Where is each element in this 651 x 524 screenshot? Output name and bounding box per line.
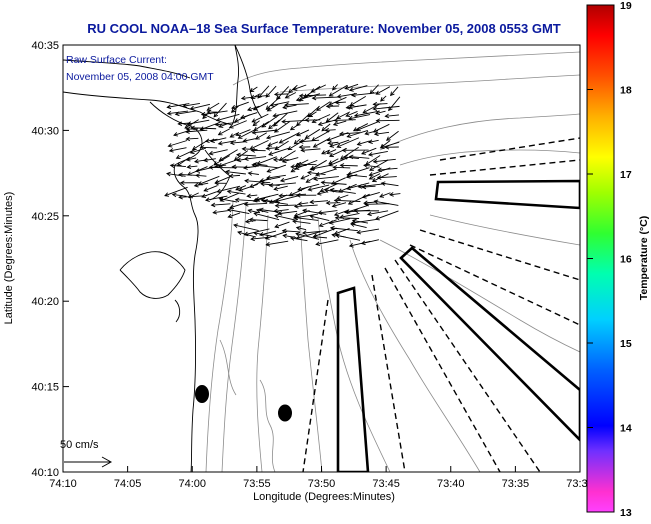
x-tick-label: 73:40 — [437, 478, 465, 490]
x-tick-label: 74:10 — [49, 478, 77, 490]
overlay-line-2: November 05, 2008 04:00 GMT — [66, 71, 214, 83]
colorbar-tick-label: 16 — [620, 254, 632, 266]
marker-dot — [195, 385, 209, 403]
scale-label: 50 cm/s — [60, 439, 99, 451]
x-tick-label: 73:55 — [243, 478, 271, 490]
y-tick-label: 40:30 — [31, 125, 59, 137]
colorbar-tick-label: 15 — [620, 338, 632, 350]
x-tick-label: 74:05 — [114, 478, 142, 490]
y-tick-label: 40:35 — [31, 40, 59, 52]
plot-area — [63, 45, 580, 472]
x-tick-label: 74:00 — [178, 478, 206, 490]
colorbar-tick-label: 19 — [620, 0, 632, 12]
x-tick-label: 73:35 — [502, 478, 530, 490]
overlay-line-1: Raw Surface Current: — [66, 54, 167, 66]
x-tick-label: 73:45 — [372, 478, 400, 490]
y-tick-label: 40:10 — [31, 467, 59, 479]
y-tick-label: 40:20 — [31, 296, 59, 308]
x-tick-label: 73:50 — [308, 478, 336, 490]
marker-dot — [278, 405, 292, 422]
figure-title: RU COOL NOAA–18 Sea Surface Temperature:… — [87, 21, 561, 36]
colorbar-tick-label: 13 — [620, 507, 632, 519]
colorbar-label: Temperature (°C) — [638, 216, 650, 301]
colorbar-tick-label: 18 — [620, 85, 632, 97]
colorbar-tick-label: 14 — [620, 423, 632, 435]
y-tick-label: 40:25 — [31, 211, 59, 223]
x-axis-label: Longitude (Degrees:Minutes) — [253, 491, 395, 503]
colorbar-tick-label: 17 — [620, 169, 632, 181]
y-tick-label: 40:15 — [31, 382, 59, 394]
y-axis-label: Latitude (Degrees:Minutes) — [3, 192, 15, 325]
